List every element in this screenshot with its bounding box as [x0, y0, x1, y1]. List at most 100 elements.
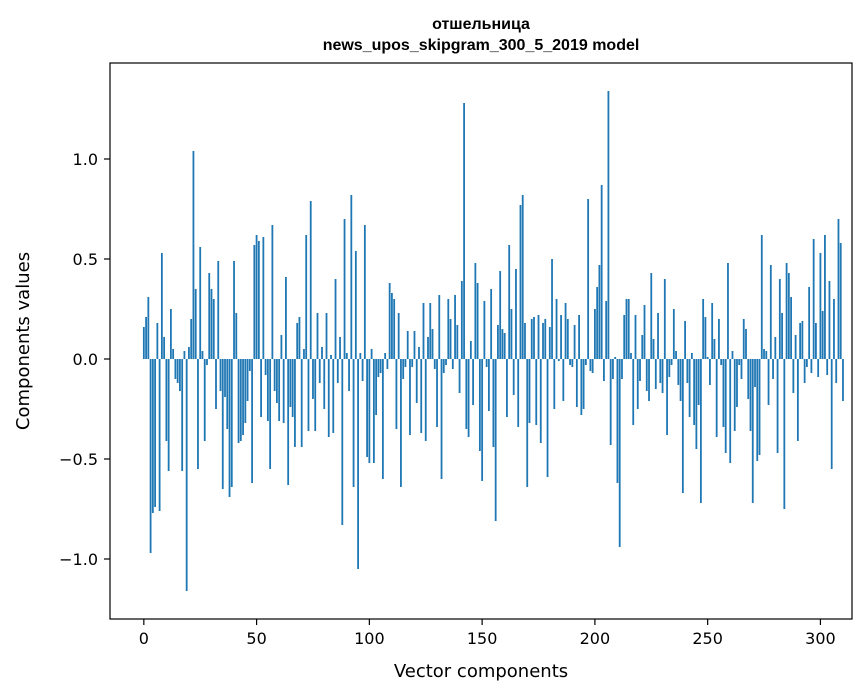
bar-218 [634, 315, 637, 359]
bar-280 [774, 337, 777, 359]
bar-158 [499, 271, 502, 359]
bar-201 [596, 287, 599, 359]
x-axis-label: Vector components [394, 661, 568, 682]
x-tick-label: 50 [246, 629, 266, 648]
bar-152 [485, 359, 488, 367]
bar-211 [618, 359, 621, 547]
bar-58 [273, 359, 276, 391]
bar-36 [224, 359, 226, 397]
bar-84 [332, 359, 335, 433]
x-tick-label: 300 [805, 629, 836, 648]
bar-91 [348, 359, 350, 391]
bar-70 [300, 359, 303, 447]
bar-85 [334, 279, 337, 359]
bar-60 [278, 359, 281, 421]
bar-176 [539, 359, 542, 443]
bar-290 [796, 359, 799, 441]
bar-75 [312, 359, 314, 399]
y-tick-label: 0.5 [73, 250, 98, 269]
bar-98 [363, 225, 366, 359]
bar-205 [605, 301, 608, 359]
bar-160 [503, 333, 506, 359]
bar-10 [165, 359, 168, 441]
bar-222 [643, 305, 646, 359]
bar-109 [388, 283, 391, 359]
bar-230 [661, 359, 664, 393]
bar-227 [654, 359, 657, 389]
bar-121 [415, 359, 418, 403]
bar-17 [181, 359, 184, 471]
bar-22 [192, 151, 195, 359]
bar-133 [442, 359, 445, 373]
bar-148 [476, 283, 479, 359]
bar-79 [321, 347, 323, 359]
bar-282 [778, 279, 781, 359]
bar-308 [837, 219, 840, 359]
bar-179 [546, 359, 549, 477]
bar-255 [718, 319, 720, 359]
bar-118 [409, 359, 411, 435]
bar-105 [379, 359, 382, 373]
bar-243 [690, 353, 693, 359]
y-axis-label: Components values [13, 252, 34, 430]
bar-278 [769, 265, 772, 359]
bar-76 [314, 359, 317, 431]
bar-274 [760, 235, 763, 359]
bar-172 [530, 319, 533, 359]
y-tick-label: 0.0 [73, 350, 98, 369]
bar-206 [607, 91, 610, 359]
bar-88 [341, 359, 344, 525]
bar-174 [535, 359, 538, 425]
x-tick-label: 0 [139, 629, 149, 648]
bar-208 [612, 359, 614, 379]
bar-42 [237, 359, 240, 443]
bar-187 [564, 303, 567, 359]
bar-145 [469, 341, 472, 359]
bar-62 [282, 359, 285, 423]
bar-193 [578, 315, 580, 359]
bar-254 [715, 359, 718, 437]
bar-112 [395, 359, 398, 429]
bar-292 [801, 321, 804, 359]
bar-300 [819, 253, 822, 359]
bar-120 [413, 331, 416, 359]
bar-34 [219, 359, 222, 391]
y-tick-label: −1.0 [59, 550, 98, 569]
bar-47 [248, 359, 251, 371]
bar-110 [391, 293, 393, 359]
bar-39 [230, 359, 233, 487]
bar-266 [742, 319, 745, 359]
bar-23 [194, 289, 197, 359]
bar-242 [688, 359, 691, 417]
bar-194 [580, 359, 583, 415]
x-axis-ticks: 0 50 100 150 200 250 300 [139, 619, 836, 648]
bar-126 [427, 337, 429, 359]
bar-281 [776, 359, 779, 453]
bar-46 [246, 359, 249, 401]
bar-4 [151, 359, 154, 513]
bar-309 [839, 243, 842, 359]
bar-260 [729, 359, 732, 463]
bar-263 [736, 359, 738, 407]
bar-165 [515, 269, 517, 359]
bar-6 [156, 323, 159, 359]
bar-171 [528, 359, 531, 423]
bar-146 [472, 359, 474, 405]
bar-29 [208, 273, 211, 359]
bar-100 [368, 359, 371, 463]
bar-66 [291, 359, 294, 417]
bar-63 [285, 277, 287, 359]
bar-89 [343, 219, 346, 359]
bar-276 [765, 351, 768, 359]
bar-7 [158, 359, 161, 511]
bar-173 [533, 317, 535, 359]
bar-291 [799, 323, 802, 359]
bar-261 [731, 351, 734, 359]
bar-195 [582, 359, 585, 409]
y-tick-label: 1.0 [73, 150, 98, 169]
bar-2 [147, 297, 150, 359]
bar-229 [659, 359, 662, 383]
bar-104 [377, 359, 380, 377]
bar-223 [645, 359, 648, 391]
